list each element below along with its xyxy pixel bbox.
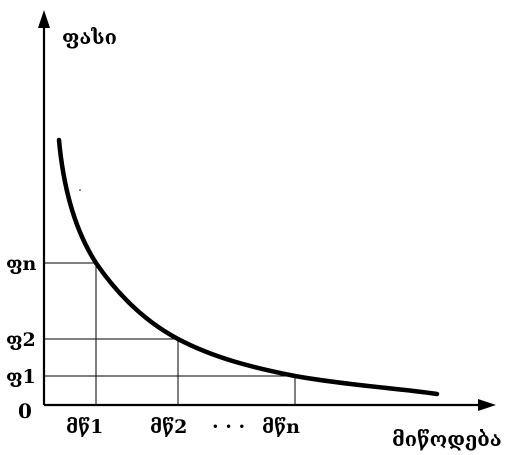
price-level-p1: ფ1 xyxy=(6,366,36,388)
ellipsis-label: · · · xyxy=(212,416,245,438)
quantity-level-q2: მწ2 xyxy=(150,416,187,438)
quantity-level-qn: მწn xyxy=(262,416,300,438)
origin-label: 0 xyxy=(18,399,32,423)
y-axis-arrowhead xyxy=(38,10,50,28)
x-axis-label: მიწოდება xyxy=(392,427,502,451)
price-level-p2: ფ2 xyxy=(6,329,36,351)
y-axis-label: ფასი xyxy=(62,25,117,49)
stray-dot xyxy=(79,189,81,191)
x-axis-arrowhead xyxy=(478,399,496,411)
quantity-level-q1: მწ1 xyxy=(66,416,103,438)
price-curve xyxy=(56,137,440,397)
price-level-pn: ფn xyxy=(6,253,37,275)
